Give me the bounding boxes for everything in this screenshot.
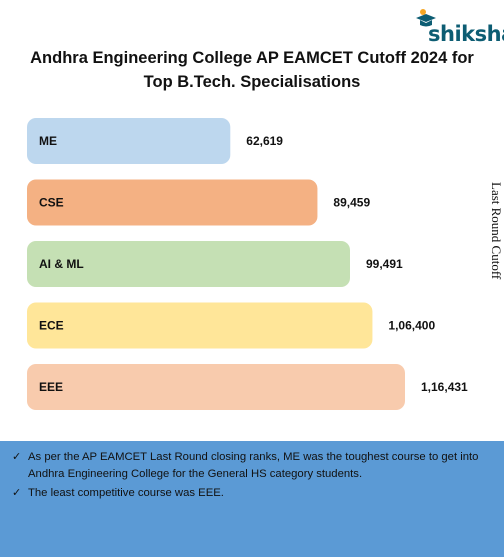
bar-value-label: 1,16,431: [421, 380, 468, 394]
note-item: ✓ The least competitive course was EEE.: [12, 485, 494, 502]
graduation-cap-icon: [416, 9, 436, 27]
check-icon: ✓: [12, 487, 22, 499]
bar: [27, 302, 373, 349]
note-item: ✓ As per the AP EAMCET Last Round closin…: [12, 449, 494, 483]
bar-chart: ME 62,619 CSE 89,459 AI & ML 99,491 ECE 1,06,40…: [27, 118, 468, 410]
check-icon: ✓: [12, 451, 22, 463]
bar-value-label: 1,06,400: [388, 319, 435, 333]
chart-title: Andhra Engineering College AP EAMCET Cut…: [0, 46, 504, 94]
bar-category-label: EEE: [39, 380, 63, 394]
note-text: As per the AP EAMCET Last Round closing …: [28, 451, 479, 480]
bar-value-label: 89,459: [333, 196, 370, 210]
bar: [27, 179, 318, 226]
bar-category-label: ME: [39, 134, 57, 148]
bar: [27, 364, 405, 410]
bar-category-label: AI & ML: [39, 257, 84, 271]
brand-name: shiksha: [428, 22, 504, 46]
bar: [27, 118, 231, 164]
notes-panel: ✓ As per the AP EAMCET Last Round closin…: [0, 441, 504, 557]
bar-value-label: 62,619: [246, 134, 283, 148]
chart-title-line: Top B.Tech. Specialisations: [143, 73, 361, 91]
bar: [27, 241, 351, 287]
bar-category-label: ECE: [39, 319, 64, 333]
y-axis-label: Last Round Cutoff: [489, 182, 504, 280]
bar-value-label: 99,491: [366, 257, 403, 271]
note-text: The least competitive course was EEE.: [28, 487, 224, 499]
bar-category-label: CSE: [39, 196, 64, 210]
chart-title-line: Andhra Engineering College AP EAMCET Cut…: [30, 49, 474, 67]
brand-logo: shiksha: [414, 8, 504, 46]
